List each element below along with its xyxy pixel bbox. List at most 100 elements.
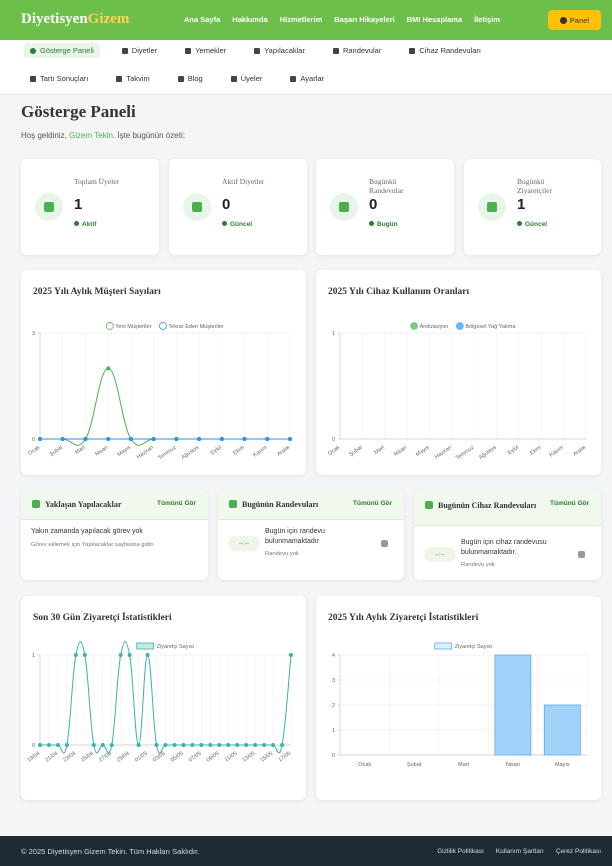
submenu-row: Gösterge Paneli Diyetler Yemekler Yapıla… (24, 43, 487, 58)
point (55, 743, 60, 747)
point (208, 743, 213, 747)
y-tick-label: 0 (32, 437, 35, 443)
stat-card: Aktif Diyetler 0 Güncel (169, 159, 307, 255)
legend-item[interactable]: Ziyaretçi Sayısı (434, 642, 493, 650)
submenu-item[interactable]: Tartı Sonuçları (24, 71, 94, 86)
point (217, 743, 222, 747)
legend-item[interactable]: Tekrar Eden Müşteriler (159, 322, 224, 331)
panel-button-text[interactable]: Panel (569, 15, 590, 25)
x-tick-label: 29/04 (116, 751, 131, 764)
submenu-item[interactable]: Yapılacaklar (248, 43, 311, 58)
legend-marker[interactable] (410, 322, 419, 330)
legend-label[interactable]: Andulasyon (420, 324, 449, 330)
x-tick-label: Mart (458, 762, 469, 768)
submenu-item[interactable]: Blog (172, 71, 209, 86)
panel-message: Bugün için cihaz randevusu bulunmamaktad… (461, 539, 547, 556)
submenu-item[interactable]: Gösterge Paneli (24, 43, 100, 58)
legend-label[interactable]: Ziyaretçi Sayısı (157, 644, 195, 650)
legend-label[interactable]: Tekrar Eden Müşteriler (168, 324, 223, 330)
point (262, 743, 267, 747)
point (73, 653, 78, 657)
nav-link[interactable]: Hakkımda (232, 15, 268, 24)
x-tick-label: Şubat (348, 444, 364, 457)
chart-title: 2025 Yılı Aylık Ziyaretçi İstatistikleri (328, 611, 479, 623)
x-tick-label: Ocak (358, 762, 371, 768)
brand-accent[interactable]: Gizem (87, 11, 130, 27)
legend-label[interactable]: Yeni Müşteriler (115, 324, 151, 330)
point (118, 653, 123, 657)
point (106, 437, 111, 441)
nav-link[interactable]: Hizmetlerim (279, 15, 323, 24)
y-tick-label: 4 (332, 653, 335, 659)
panel-title: Bugünün Cihaz Randevuları (425, 501, 548, 510)
legend-item[interactable]: Bölgesel Yağ Yakma (455, 322, 516, 331)
point (38, 437, 42, 441)
submenu-item[interactable]: Yemekler (179, 43, 232, 58)
panel-link[interactable]: Tümünü Gör (157, 500, 196, 507)
legend-marker[interactable] (434, 642, 453, 650)
submenu-item[interactable]: Üyeler (225, 71, 269, 86)
line (39, 641, 292, 754)
y-tick-label: 3 (32, 331, 35, 337)
footer-link[interactable]: Gizlilik Politikası (437, 848, 484, 855)
x-tick-label: Kasım (549, 444, 566, 458)
point (128, 437, 133, 441)
point (271, 743, 276, 747)
nav-link[interactable]: Ana Sayfa (184, 15, 221, 24)
legend-label[interactable]: Bölgesel Yağ Yakma (465, 324, 516, 330)
stat-label: Bugünkü Ziyaretçiler (517, 177, 552, 195)
chart-card: 2025 Yılı Cihaz Kullanım Oranları 0 1 Ocak Ş… (316, 270, 601, 475)
brand[interactable]: DiyetisyenGizem (21, 11, 129, 28)
chart: 2025 Yılı Aylık Müşteri Sayıları 0 3 Ocak Şu… (27, 287, 292, 462)
point (154, 743, 159, 747)
point (145, 653, 150, 657)
submenu-item[interactable]: Randevular (327, 43, 387, 58)
x-tick-label: Şubat (407, 762, 422, 768)
chart-title: 2025 Yılı Cihaz Kullanım Oranları (328, 287, 469, 297)
panel-button[interactable]: Panel (548, 10, 601, 30)
legend-marker[interactable] (455, 322, 464, 330)
panel-link[interactable]: Tümünü Gör (353, 500, 392, 507)
point (289, 653, 293, 657)
panel-detail: Randevu yok (265, 551, 299, 557)
legend-item[interactable]: Andulasyon (410, 322, 449, 331)
point (190, 743, 195, 747)
legend-marker[interactable] (136, 642, 155, 650)
x-tick-label: Kasım (252, 444, 269, 458)
legend-marker[interactable] (105, 322, 114, 330)
y-tick-label: 0 (332, 437, 335, 443)
x-tick-label: Nisan (393, 445, 408, 458)
panel: Bugünün Cihaz Randevuları Tümünü Gör --:--… (414, 490, 601, 580)
legend-marker[interactable] (159, 322, 167, 330)
submenu-item[interactable]: Takvim (110, 71, 155, 86)
nav-link[interactable]: İletişim (474, 15, 500, 24)
point (163, 743, 168, 747)
legend-item[interactable]: Yeni Müşteriler (105, 322, 152, 331)
footer-link[interactable]: Çerez Politikası (555, 848, 601, 855)
point (46, 743, 51, 747)
nav-link[interactable]: BMI Hesaplama (406, 15, 463, 24)
chart-card: 2025 Yılı Aylık Ziyaretçi İstatistikleri… (316, 596, 601, 800)
submenu-item[interactable]: Ayarlar (284, 71, 330, 86)
footer-link[interactable]: Kullanım Şartları (495, 848, 544, 855)
panel: Bugünün Randevuları Tümünü Gör --:-- Bugün … (218, 490, 404, 580)
stat-value: 1 (517, 196, 526, 213)
brand-text[interactable]: Diyetisyen (21, 11, 88, 27)
x-tick-label: Nisan (94, 445, 109, 458)
point (38, 743, 42, 747)
point (197, 437, 202, 441)
submenu-item[interactable]: Diyetler (116, 43, 163, 58)
nav-link[interactable]: Başarı Hikayeleri (334, 15, 395, 24)
point (199, 743, 204, 747)
submenu-item[interactable]: Cihaz Randevuları (403, 43, 487, 58)
x-tick-label: 13/05 (242, 751, 257, 764)
legend-item[interactable]: Ziyaretçi Sayısı (136, 642, 195, 650)
x-tick-label: 05/05 (170, 751, 185, 764)
x-tick-label: 09/05 (206, 751, 221, 764)
page-title: Gösterge Paneli (21, 102, 136, 121)
x-tick-label: Ocak (27, 445, 41, 457)
legend-label[interactable]: Ziyaretçi Sayısı (455, 644, 493, 650)
copyright: © 2025 Diyetisyen Gizem Tekin. Tüm Hakla… (21, 847, 200, 856)
panel-message: Bugün için randevu bulunmamaktadır (265, 528, 325, 545)
panel-link[interactable]: Tümünü Gör (550, 500, 589, 507)
